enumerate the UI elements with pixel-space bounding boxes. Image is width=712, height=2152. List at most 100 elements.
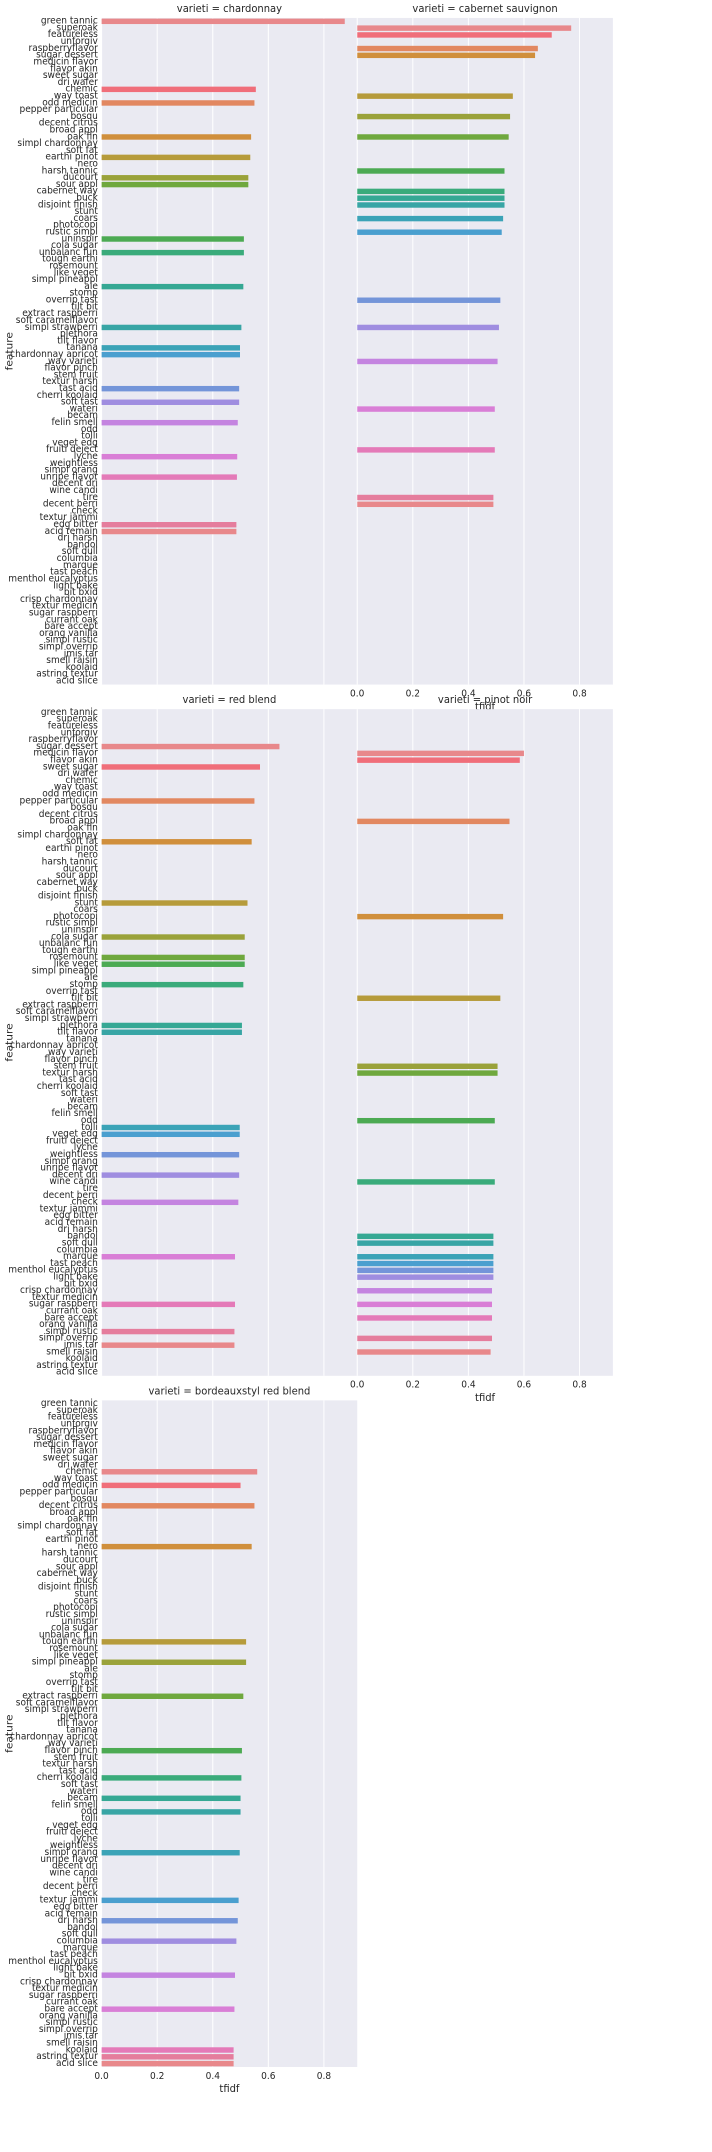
y-tick-label: oak fin	[67, 1513, 98, 1524]
bar-textur-harsh	[357, 1070, 498, 1076]
y-tick-label: bandol	[67, 1922, 98, 1933]
bar-broad-appl	[357, 818, 510, 825]
y-tick-label: cabernet way	[37, 877, 99, 888]
y-tick-label: wateri	[70, 403, 98, 414]
y-tick-label: like veget	[54, 958, 98, 969]
y-tick-label: way varieti	[48, 1047, 98, 1058]
y-tick-label: koolaid	[66, 1353, 98, 1364]
bar-bare-accept	[357, 1315, 493, 1321]
y-tick-label: acid slice	[56, 2058, 98, 2069]
panel-background	[101, 17, 358, 685]
y-tick-label: dri wafer	[58, 1459, 98, 1470]
y-tick-label: soft dull	[62, 1237, 98, 1248]
y-tick-label: cherri koolaid	[37, 1081, 98, 1092]
y-tick-label: sugar dessert	[36, 741, 98, 752]
y-tick-label: disjoint finish	[38, 890, 98, 901]
y-tick-label: chemic	[65, 83, 98, 94]
y-tick-label: simpl strawberri	[25, 1704, 98, 1715]
y-tick-label: bit bxid	[64, 587, 98, 598]
y-tick-label: check	[71, 1888, 98, 1899]
y-tick-label: decent berri	[43, 498, 98, 509]
y-tick-label: odd medicin	[42, 1479, 98, 1490]
bar-ale	[101, 283, 244, 290]
y-tick-label: veget edg	[52, 437, 98, 448]
panel-title: varieti = cabernet sauvignon	[412, 3, 557, 15]
y-tick-label: cola sugar	[51, 240, 98, 251]
bar-check	[101, 1199, 239, 1206]
y-tick-label: rosemount	[49, 260, 98, 271]
x-tick-label: 0.4	[461, 688, 475, 699]
y-tick-label: fruiti deject	[46, 444, 98, 455]
y-tick-label: columbia	[57, 1244, 98, 1255]
y-tick-label: dri wafer	[58, 77, 98, 88]
y-axis-label: feature	[4, 332, 16, 370]
y-tick-label: columbia	[57, 1935, 98, 1946]
y-tick-label: nero	[78, 158, 99, 169]
y-tick-label: simpl orang	[45, 464, 98, 475]
panel-title: varieti = chardonnay	[177, 3, 282, 15]
bar-veget-edg	[101, 1131, 240, 1138]
bar-harsh-tannic	[357, 168, 505, 174]
y-tick-label: broad appl	[49, 124, 97, 135]
bar-textur-jammi	[101, 1897, 239, 1904]
y-tick-label: tolli	[81, 430, 98, 441]
y-tick-label: koolaid	[66, 662, 98, 673]
y-tick-label: bosqu	[70, 802, 98, 813]
y-tick-label: bandol	[67, 539, 98, 550]
y-tick-label: felin smell	[51, 1799, 97, 1810]
y-tick-label: check	[71, 1196, 98, 1207]
y-tick-label: unbalanc fun	[39, 247, 98, 258]
y-tick-label: astring textur	[36, 1360, 98, 1371]
bar-sweet-sugar	[101, 764, 260, 770]
y-tick-label: soft caramelflavor	[16, 315, 98, 326]
x-tick-label: 0.4	[461, 1379, 475, 1390]
y-tick-label: fruiti deject	[46, 1826, 98, 1837]
y-tick-label: currant oak	[46, 614, 98, 625]
y-tick-label: ducourt	[63, 1554, 98, 1565]
panel-0: varieti = chardonnay green tannicsuperoak…	[4, 3, 358, 687]
bar-tough-earthi	[101, 1639, 247, 1645]
y-tick-label: stunt	[75, 897, 99, 908]
bar-extract-raspberri	[101, 1693, 244, 1699]
y-tick-label: odd medicin	[42, 788, 98, 799]
y-tick-label: pepper particular	[20, 795, 99, 806]
bar-stunt	[101, 900, 248, 906]
y-tick-label: harsh tannic	[42, 165, 98, 176]
x-tick-label: 0.8	[572, 688, 586, 699]
y-tick-label: broad appl	[49, 1507, 97, 1518]
y-tick-label: ducourt	[63, 863, 98, 874]
y-tick-label: columbia	[57, 553, 98, 564]
y-tick-label: medicin flavor	[33, 56, 98, 67]
y-tick-label: rustic simpl	[46, 1609, 98, 1620]
y-tick-label: tire	[83, 492, 98, 503]
y-tick-label: soft dull	[62, 1928, 98, 1939]
bar-simpl-strawberri	[101, 324, 242, 331]
y-tick-label: buck	[76, 1575, 98, 1586]
bar-ducourt	[101, 175, 249, 181]
panel-background	[101, 1400, 358, 2068]
x-axis-label: tfidf	[475, 1392, 495, 1404]
y-tick-label: pepper particular	[20, 1486, 99, 1497]
y-tick-label: disjoint finish	[38, 1582, 98, 1593]
y-tick-label: becam	[67, 410, 98, 421]
bar-like-veget	[101, 961, 245, 967]
y-tick-label: bandol	[67, 1230, 98, 1241]
x-tick-label: 0.2	[406, 688, 420, 699]
y-tick-label: flavor akin	[50, 1445, 98, 1456]
y-tick-label: light bake	[53, 580, 98, 591]
y-tick-label: soft fat	[66, 1527, 98, 1538]
y-tick-label: nero	[78, 1541, 99, 1552]
y-tick-label: broad appl	[49, 815, 97, 826]
y-tick-label: textur medicin	[32, 600, 98, 611]
bar-acid-slice	[101, 2060, 234, 2067]
y-tick-label: stem fruit	[54, 1060, 98, 1071]
y-tick-label: ale	[84, 972, 98, 983]
y-tick-label: extract raspberri	[22, 999, 98, 1010]
y-tick-label: photocopi	[53, 1602, 98, 1613]
y-tick-label: extract raspberri	[22, 1690, 98, 1701]
bar-tanana	[101, 345, 240, 351]
bar-edg-bitter	[101, 521, 237, 528]
y-tick-label: textur harsh	[42, 1067, 98, 1078]
y-tick-label: fruiti deject	[46, 1135, 98, 1146]
y-tick-label: dri wafer	[58, 768, 98, 779]
